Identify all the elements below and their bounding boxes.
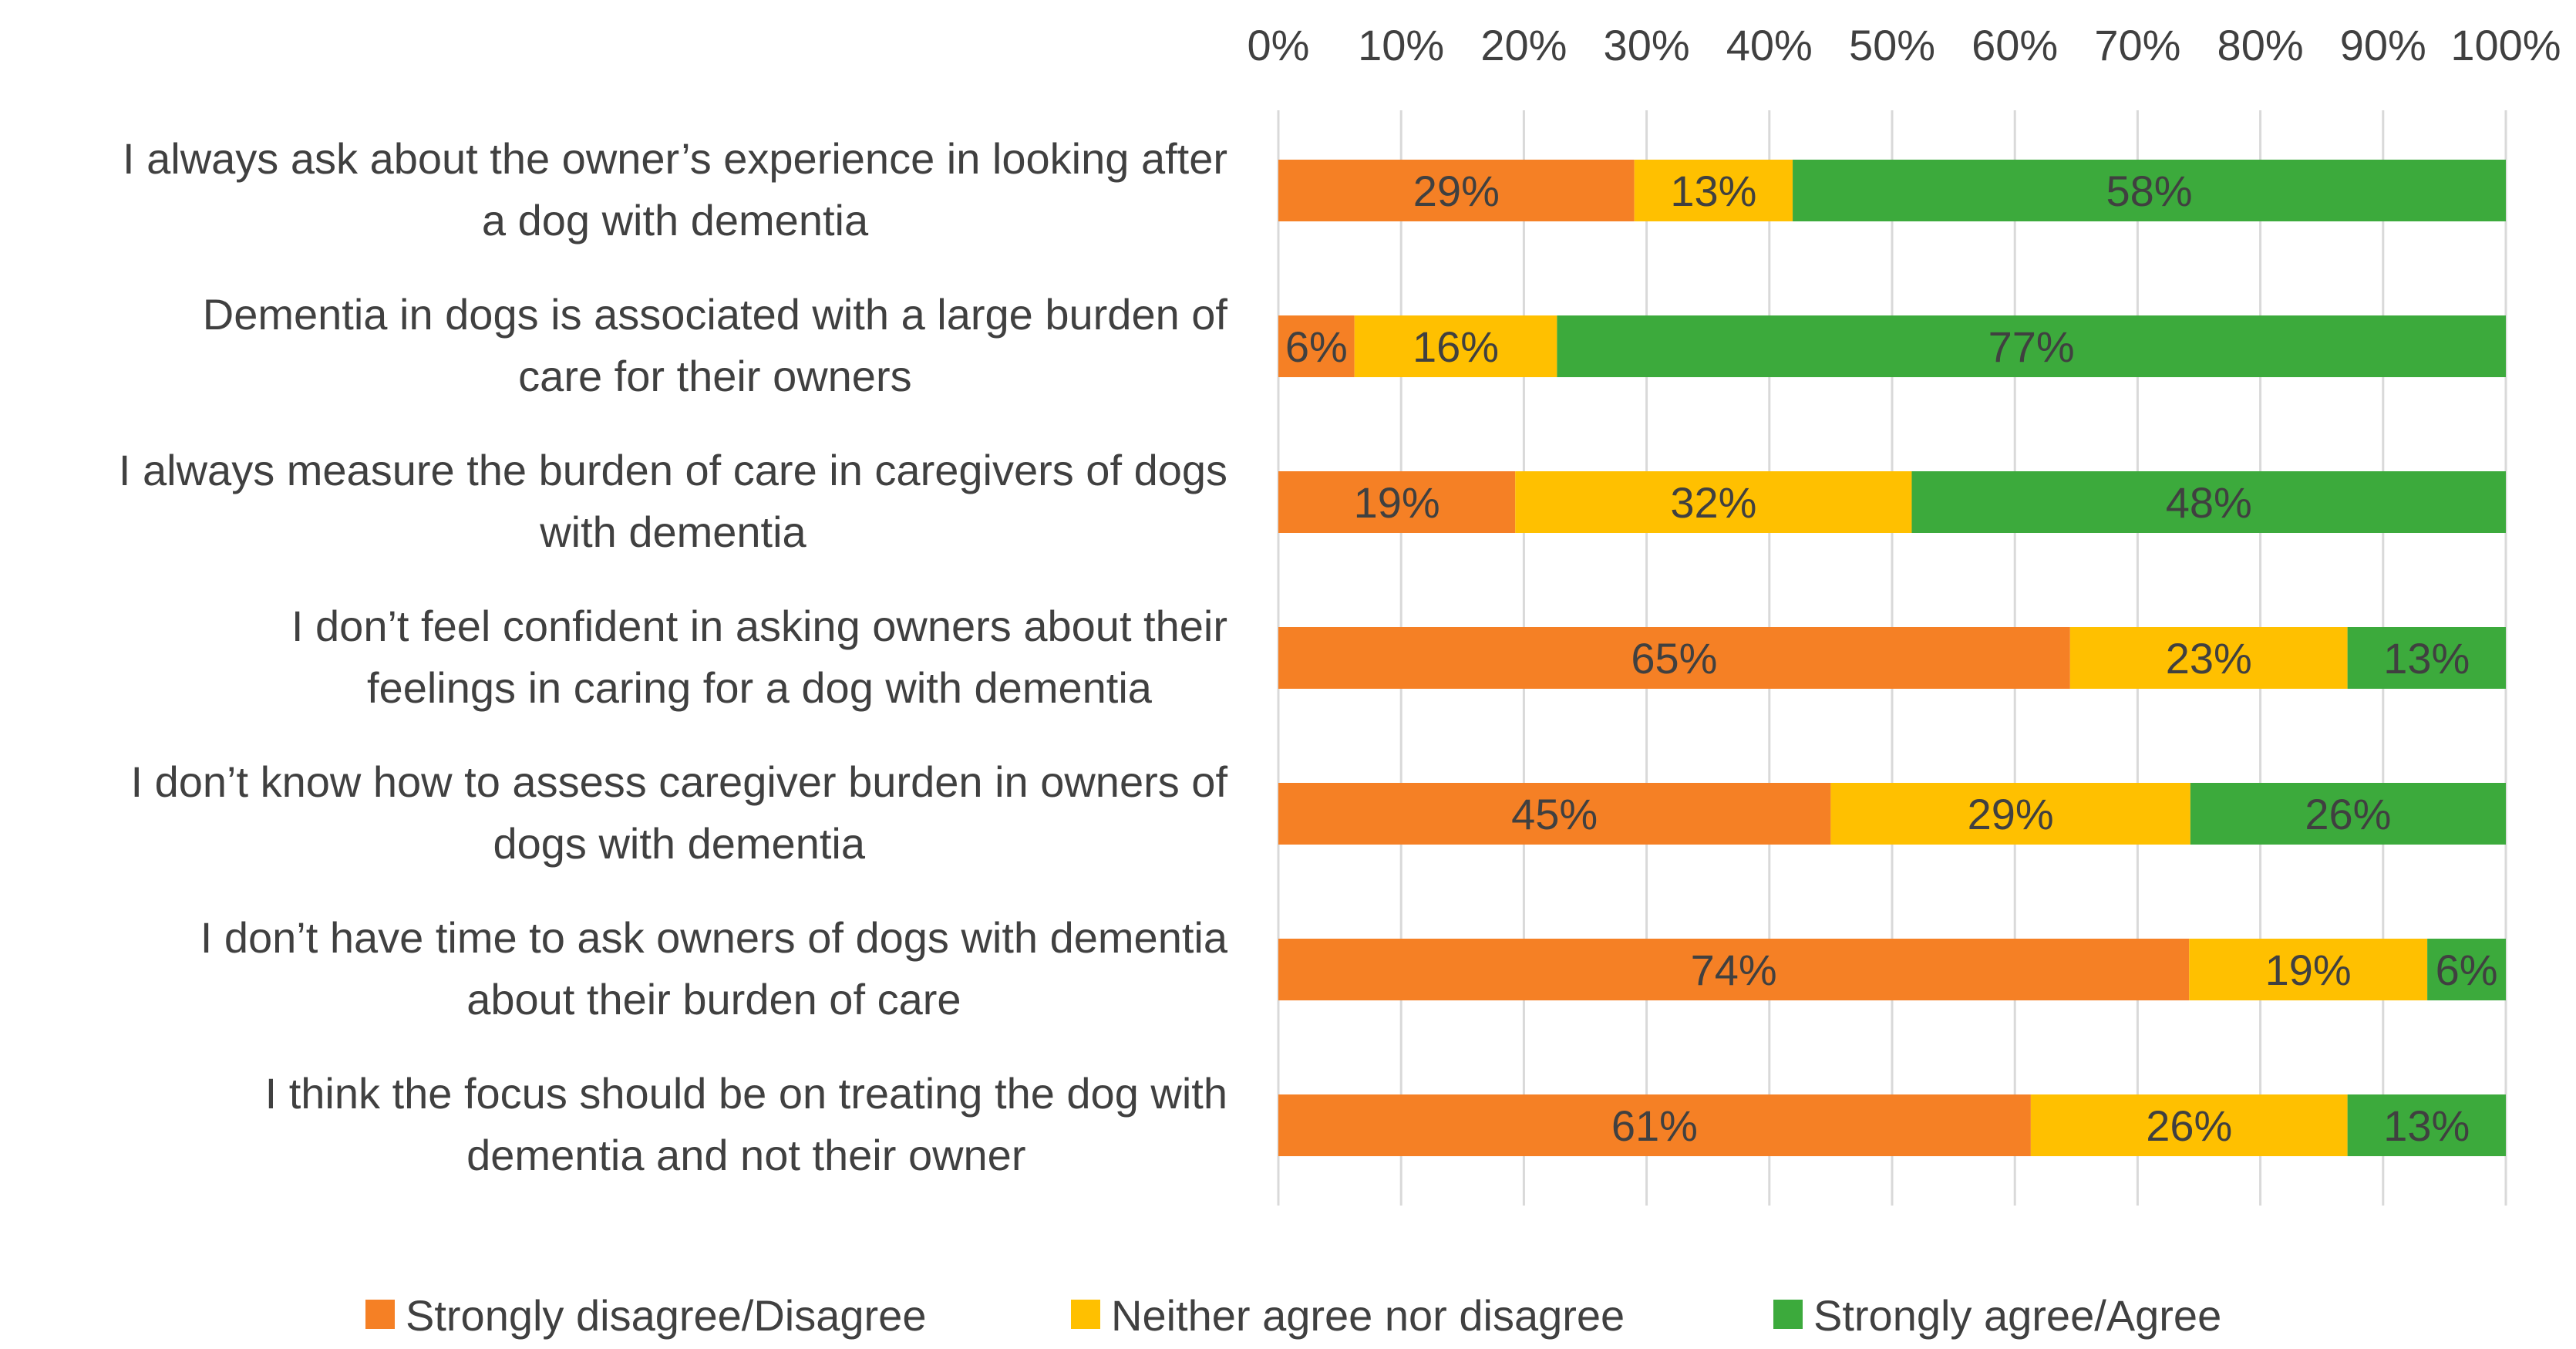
bar-segment	[2347, 627, 2506, 689]
category-label-line: I don’t feel confident in asking owners …	[291, 602, 1227, 650]
bar-segment	[2190, 783, 2506, 845]
x-tick-label: 10%	[1358, 21, 1444, 69]
category-label: I don’t have time to ask owners of dogs …	[200, 913, 1228, 1024]
bar-segment	[1278, 315, 1355, 377]
category-label-line: Dementia in dogs is associated with a la…	[203, 290, 1228, 339]
legend-swatch	[1773, 1300, 1803, 1329]
bar-segment	[1278, 627, 2070, 689]
data-label: 19%	[2265, 946, 2352, 994]
category-label: I think the focus should be on treating …	[265, 1069, 1227, 1179]
category-label: I always ask about the owner’s experienc…	[123, 134, 1227, 245]
bar-segment	[1515, 471, 1912, 533]
data-label: 6%	[1285, 322, 1348, 371]
x-tick-label: 40%	[1726, 21, 1813, 69]
x-tick-label: 80%	[2217, 21, 2304, 69]
bar-segment	[1634, 160, 1793, 221]
legend-item: Neither agree nor disagree	[1071, 1291, 1625, 1340]
bar-segment	[1278, 471, 1516, 533]
category-label: I don’t feel confident in asking owners …	[291, 602, 1227, 712]
data-label: 74%	[1691, 946, 1777, 994]
data-label: 58%	[2106, 167, 2192, 215]
category-label-line: I always ask about the owner’s experienc…	[123, 134, 1227, 183]
category-label-line: about their burden of care	[466, 975, 961, 1024]
category-label-line: dementia and not their owner	[466, 1131, 1025, 1179]
data-label: 77%	[1988, 322, 2075, 371]
data-label: 23%	[2166, 634, 2252, 683]
bar-segment	[1793, 160, 2506, 221]
data-label: 26%	[2146, 1101, 2232, 1150]
data-label: 13%	[2383, 634, 2470, 683]
bar-segment	[1354, 315, 1557, 377]
x-tick-label: 100%	[2450, 21, 2561, 69]
bar-segment	[1278, 939, 2190, 1000]
category-label-line: feelings in caring for a dog with dement…	[367, 663, 1153, 712]
bars	[1278, 160, 2506, 1156]
category-label-line: I don’t have time to ask owners of dogs …	[200, 913, 1228, 962]
bar-segment	[2069, 627, 2348, 689]
data-label: 16%	[1413, 322, 1499, 371]
legend-swatch	[365, 1300, 395, 1329]
category-label: I don’t know how to assess caregiver bur…	[130, 757, 1227, 868]
bar-segment	[2030, 1094, 2348, 1156]
data-label: 45%	[1511, 790, 1598, 838]
x-tick-label: 60%	[1972, 21, 2058, 69]
data-label: 13%	[2383, 1101, 2470, 1150]
legend-label: Strongly agree/Agree	[1813, 1291, 2221, 1340]
bar-segment	[1278, 160, 1635, 221]
category-label-line: a dog with dementia	[482, 196, 869, 245]
bar-segment	[2347, 1094, 2506, 1156]
bar-segment	[2427, 939, 2506, 1000]
data-labels: 29% 13% 58% 6% 16% 77% 19% 32% 48% 65% 23% 13% 45% 29…	[1285, 167, 2498, 1150]
data-label: 29%	[1413, 167, 1500, 215]
data-label: 65%	[1631, 634, 1717, 683]
data-label: 29%	[1968, 790, 2054, 838]
x-tick-label: 30%	[1604, 21, 1690, 69]
bar-segment	[1278, 1094, 2031, 1156]
legend-label: Strongly disagree/Disagree	[406, 1291, 926, 1340]
legend-label: Neither agree nor disagree	[1111, 1291, 1625, 1340]
category-label-line: I don’t know how to assess caregiver bur…	[130, 757, 1227, 806]
legend-item: Strongly disagree/Disagree	[365, 1291, 926, 1340]
category-labels: I always ask about the owner’s experienc…	[119, 134, 1228, 1179]
x-tick-label: 0%	[1248, 21, 1310, 69]
data-label: 48%	[2166, 478, 2252, 527]
bar-segment	[1911, 471, 2506, 533]
data-label: 19%	[1354, 478, 1440, 527]
category-label: I always measure the burden of care in c…	[119, 446, 1227, 556]
bar-segment	[1830, 783, 2190, 845]
legend-swatch	[1071, 1300, 1100, 1329]
legend: Strongly disagree/Disagree Neither agree …	[365, 1291, 2221, 1340]
data-label: 61%	[1611, 1101, 1698, 1150]
bar-segment	[2189, 939, 2428, 1000]
category-label-line: care for their owners	[518, 352, 911, 400]
legend-item: Strongly agree/Agree	[1773, 1291, 2221, 1340]
x-axis-ticks: 0% 10% 20% 30% 40% 50% 60% 70% 80% 90% 100%	[1248, 21, 2561, 69]
data-label: 13%	[1670, 167, 1756, 215]
data-label: 32%	[1670, 478, 1756, 527]
data-label: 6%	[2436, 946, 2498, 994]
category-label: Dementia in dogs is associated with a la…	[203, 290, 1228, 400]
x-tick-label: 90%	[2340, 21, 2426, 69]
x-tick-label: 20%	[1480, 21, 1567, 69]
category-label-line: I always measure the burden of care in c…	[119, 446, 1227, 494]
x-tick-label: 70%	[2094, 21, 2180, 69]
category-label-line: dogs with dementia	[493, 819, 865, 868]
category-label-line: I think the focus should be on treating …	[265, 1069, 1227, 1118]
bar-segment	[1557, 315, 2506, 377]
x-tick-label: 50%	[1849, 21, 1935, 69]
bar-segment	[1278, 783, 1831, 845]
category-label-line: with dementia	[539, 508, 806, 556]
data-label: 26%	[2305, 790, 2391, 838]
